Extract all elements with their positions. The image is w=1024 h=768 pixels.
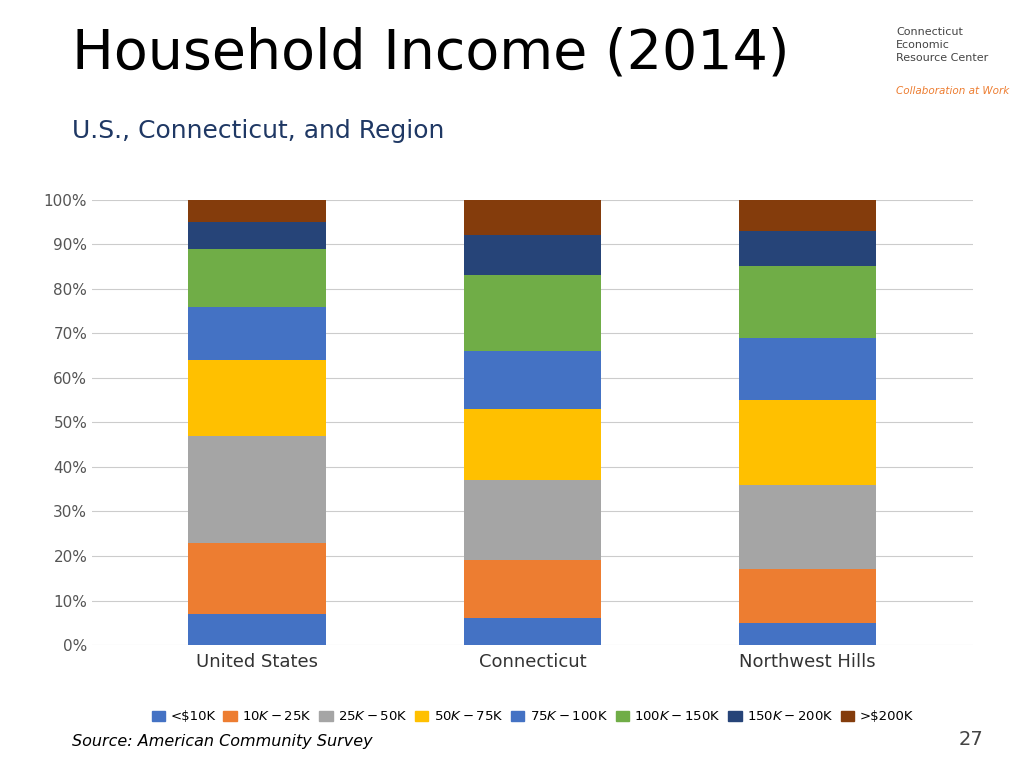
Bar [464,235,601,276]
Bar [739,338,877,400]
Text: Connecticut
Economic
Resource Center: Connecticut Economic Resource Center [896,27,988,63]
Bar [464,618,601,645]
Bar [464,195,601,235]
Bar [188,222,326,249]
Text: 27: 27 [958,730,983,749]
Bar [188,614,326,645]
Bar [464,276,601,351]
Bar [188,435,326,543]
Bar [464,561,601,618]
Bar [739,400,877,485]
Legend: <$10K, $10K-$25K, $25K-$50K, $50K-$75K, $75K-$100K, $100K-$150K, $150K-$200K, >$: <$10K, $10K-$25K, $25K-$50K, $50K-$75K, … [146,705,919,729]
Bar [739,266,877,338]
Bar [739,623,877,645]
Bar [739,485,877,569]
Bar [188,200,326,222]
Bar [739,569,877,623]
Bar [188,306,326,360]
Text: U.S., Connecticut, and Region: U.S., Connecticut, and Region [72,119,444,143]
Bar [188,249,326,306]
Bar [464,351,601,409]
Bar [464,409,601,480]
Bar [188,543,326,614]
Text: Collaboration at Work: Collaboration at Work [896,86,1010,96]
Text: Household Income (2014): Household Income (2014) [72,27,790,81]
Bar [739,200,877,231]
Bar [739,231,877,266]
Text: Source: American Community Survey: Source: American Community Survey [72,733,373,749]
Bar [188,360,326,435]
Bar [464,480,601,561]
